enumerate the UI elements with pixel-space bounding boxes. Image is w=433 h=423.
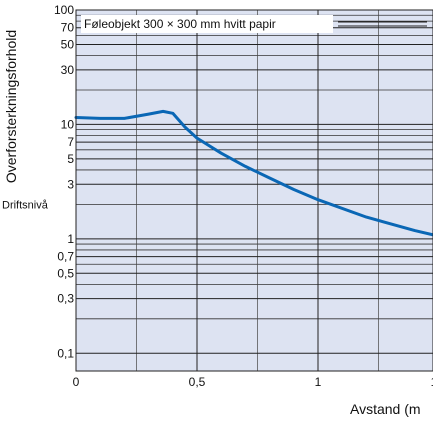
legend-entry: Føleobjekt 300 × 300 mm hvitt papir xyxy=(84,17,276,31)
y-tick-label: 10 xyxy=(61,117,75,131)
x-axis-label: Avstand (m xyxy=(350,401,421,417)
minor-gridlines xyxy=(76,10,433,371)
operating-level-annotation: Driftsnivå xyxy=(2,199,49,211)
y-tick-label: 70 xyxy=(61,21,75,35)
y-tick-label: 5 xyxy=(67,152,74,166)
plot-border xyxy=(75,9,433,372)
x-tick-label: 1,5 xyxy=(431,375,433,389)
x-tick-label: 0 xyxy=(73,375,80,389)
series-line xyxy=(74,109,433,237)
y-tick-label: 50 xyxy=(61,37,75,51)
y-tick-label: 0,7 xyxy=(57,250,74,264)
legend-box xyxy=(81,15,333,33)
legend: Føleobjekt 300 × 300 mm hvitt papir xyxy=(81,15,427,33)
y-tick-labels: 100 70 50 30 10 7 5 3 1 0,7 0,5 0,3 0,1 xyxy=(54,3,74,360)
plot-area xyxy=(76,10,433,371)
y-tick-label: 0,5 xyxy=(57,266,74,280)
y-tick-label: 30 xyxy=(61,63,75,77)
y-tick-label: 3 xyxy=(67,177,74,191)
y-tick-label: 100 xyxy=(54,3,74,17)
x-tick-label: 1 xyxy=(315,375,322,389)
x-tick-label: 0,5 xyxy=(189,375,206,389)
y-tick-label: 0,3 xyxy=(57,292,74,306)
y-axis-label: Overforsterkningsforhold xyxy=(3,30,19,183)
y-tick-label: 1 xyxy=(67,232,74,246)
x-tick-labels: 00,511,522,53 xyxy=(73,375,433,389)
y-tick-label: 7 xyxy=(67,135,74,149)
y-tick-label: 0,1 xyxy=(57,346,74,360)
